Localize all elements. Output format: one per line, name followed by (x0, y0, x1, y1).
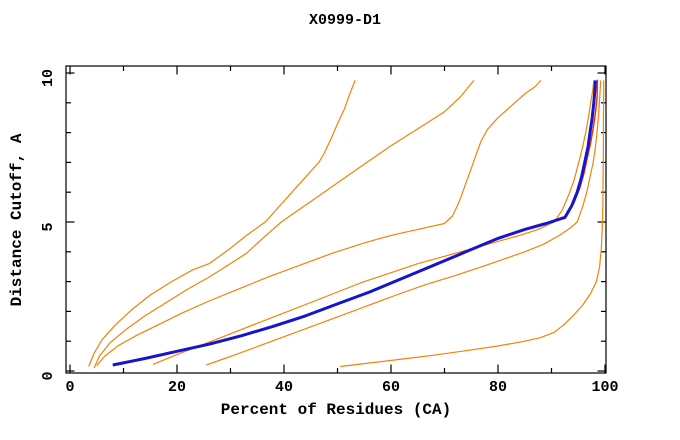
x-axis-label: Percent of Residues (CA) (221, 401, 451, 419)
chart-title: X0999-D1 (309, 12, 381, 29)
axis-ticks (66, 66, 606, 373)
tick-label: 5 (40, 222, 57, 231)
tick-label: 10 (40, 69, 57, 87)
y-axis-label: Distance Cutoff, A (8, 133, 26, 306)
model-orange-5-curve (206, 80, 602, 366)
tick-label: 20 (168, 379, 186, 396)
model-orange-4-curve (152, 80, 595, 365)
model-curves (88, 79, 605, 369)
tick-label: 80 (489, 379, 507, 396)
model-red-highlight-curve (112, 79, 599, 366)
axis-tick-labels: 0 20 40 60 80 100 0 5 10 (40, 69, 619, 396)
tick-label: 0 (40, 371, 57, 380)
model-orange-2-curve (93, 80, 475, 369)
model-orange-6-curve (340, 80, 605, 368)
tick-label: 40 (275, 379, 293, 396)
tick-label: 0 (65, 379, 74, 396)
tick-label: 60 (382, 379, 400, 396)
model-blue-highlight-curve (112, 80, 597, 367)
model-orange-3-curve (96, 80, 542, 366)
plot-frame (65, 65, 607, 374)
tick-label: 100 (591, 379, 618, 396)
model-orange-1-curve (88, 80, 356, 367)
